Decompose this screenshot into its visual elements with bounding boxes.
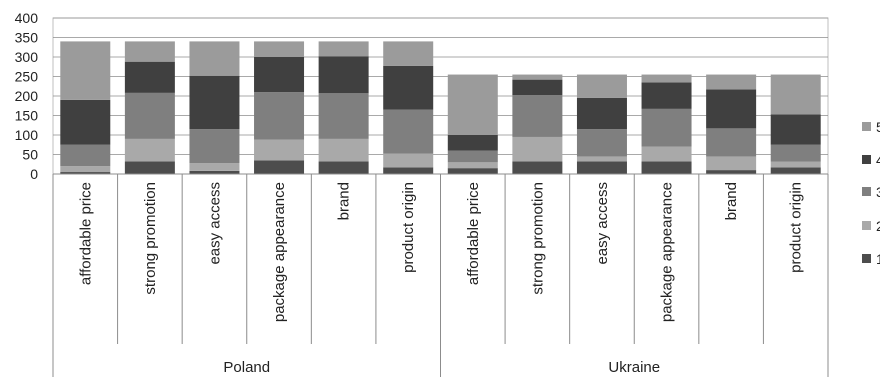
legend-label: 2: [876, 218, 880, 234]
x-tick-label: affordable price: [77, 182, 94, 285]
legend-swatch-4: [862, 155, 871, 164]
bar-segment-1-product-origin: [770, 167, 821, 174]
bar-segment-5-brand: [318, 41, 369, 57]
legend-swatch-2: [862, 221, 871, 230]
bar-segment-5-product-origin: [383, 41, 434, 66]
bar-segment-3-brand: [706, 128, 757, 157]
bar-segment-1-affordable-price: [60, 172, 111, 174]
bar-segment-5-package-appearance: [254, 41, 305, 57]
bar-segment-1-easy-access: [576, 161, 627, 174]
bar-segment-2-package-appearance: [641, 146, 692, 162]
y-tick-label: 250: [15, 69, 39, 85]
y-tick-label: 300: [15, 49, 39, 65]
bar-segment-2-package-appearance: [254, 139, 305, 161]
bar-segment-4-brand: [318, 56, 369, 94]
bar-segment-1-package-appearance: [254, 160, 305, 174]
bar-segment-3-affordable-price: [447, 150, 498, 163]
y-tick-label: 50: [22, 147, 38, 163]
y-tick-label: 100: [15, 127, 39, 143]
legend-label: 1: [876, 251, 880, 267]
bar-segment-2-strong-promotion: [124, 138, 175, 162]
bar-segment-4-easy-access: [576, 97, 627, 130]
bar-segment-1-easy-access: [189, 170, 240, 174]
y-tick-label: 400: [15, 10, 39, 26]
bar-segment-2-affordable-price: [447, 162, 498, 169]
bar-segment-1-brand: [318, 161, 369, 174]
group-label: Poland: [223, 359, 270, 376]
bar-segment-5-product-origin: [770, 74, 821, 115]
bar-segment-1-affordable-price: [447, 168, 498, 174]
bar-segment-2-easy-access: [189, 163, 240, 171]
y-tick-label: 200: [15, 88, 39, 104]
bar-segment-4-strong-promotion: [512, 79, 563, 96]
bar-segment-2-product-origin: [383, 153, 434, 168]
bar-segment-5-strong-promotion: [124, 41, 175, 62]
legend-swatch-3: [862, 187, 871, 196]
bar-segment-5-affordable-price: [60, 41, 111, 100]
bar-segment-1-strong-promotion: [124, 161, 175, 174]
bar-segment-2-brand: [318, 138, 369, 162]
x-tick-label: strong promotion: [142, 182, 159, 295]
bar-segment-1-strong-promotion: [512, 161, 563, 174]
bar-segment-4-strong-promotion: [124, 61, 175, 93]
bar-segment-4-package-appearance: [641, 82, 692, 109]
bar-segment-1-package-appearance: [641, 161, 692, 174]
group-label: Ukraine: [608, 359, 660, 376]
bar-segment-2-brand: [706, 156, 757, 171]
bar-segment-4-affordable-price: [447, 135, 498, 151]
x-tick-label: easy access: [594, 182, 611, 265]
bar-segment-3-strong-promotion: [124, 92, 175, 139]
y-tick-label: 150: [15, 108, 39, 124]
x-tick-label: product origin: [788, 182, 805, 273]
bar-segment-3-affordable-price: [60, 144, 111, 167]
bar-segment-1-brand: [706, 170, 757, 174]
bar-segment-3-strong-promotion: [512, 95, 563, 137]
bar-segment-2-product-origin: [770, 161, 821, 168]
legend-swatch-5: [862, 122, 871, 131]
x-tick-label: package appearance: [271, 182, 288, 322]
bar-segment-2-easy-access: [576, 156, 627, 162]
bar-segment-4-product-origin: [383, 65, 434, 110]
x-tick-label: brand: [723, 182, 740, 220]
bar-segment-5-brand: [706, 74, 757, 90]
bar-segment-5-easy-access: [576, 74, 627, 98]
bar-segment-3-product-origin: [770, 144, 821, 162]
bar-segment-3-brand: [318, 93, 369, 139]
bar-segment-4-easy-access: [189, 75, 240, 130]
legend-label: 3: [876, 184, 880, 200]
legend-label: 4: [876, 152, 880, 168]
bar-segment-4-affordable-price: [60, 99, 111, 145]
bar-segment-4-product-origin: [770, 114, 821, 145]
bar-segment-4-package-appearance: [254, 57, 305, 93]
x-tick-label: easy access: [206, 182, 223, 265]
y-tick-label: 350: [15, 30, 39, 46]
bar-segment-2-affordable-price: [60, 166, 111, 173]
bar-segment-5-strong-promotion: [512, 74, 563, 80]
x-tick-label: affordable price: [465, 182, 482, 285]
x-tick-label: brand: [336, 182, 353, 220]
bar-segment-2-strong-promotion: [512, 136, 563, 162]
bar-segment-3-package-appearance: [254, 92, 305, 140]
y-tick-label: 0: [30, 166, 38, 182]
x-tick-label: product origin: [400, 182, 417, 273]
bar-segment-5-easy-access: [189, 41, 240, 76]
x-tick-label: strong promotion: [529, 182, 546, 295]
bar-segment-3-easy-access: [576, 129, 627, 157]
bar-segment-1-product-origin: [383, 167, 434, 174]
bar-segment-3-product-origin: [383, 109, 434, 154]
bar-segment-4-brand: [706, 89, 757, 129]
legend-swatch-1: [862, 254, 871, 263]
bar-segment-5-package-appearance: [641, 74, 692, 83]
bar-segment-5-affordable-price: [447, 74, 498, 135]
x-tick-label: package appearance: [659, 182, 676, 322]
bar-segment-3-easy-access: [189, 129, 240, 164]
legend-label: 5: [876, 119, 880, 135]
bar-segment-3-package-appearance: [641, 108, 692, 147]
